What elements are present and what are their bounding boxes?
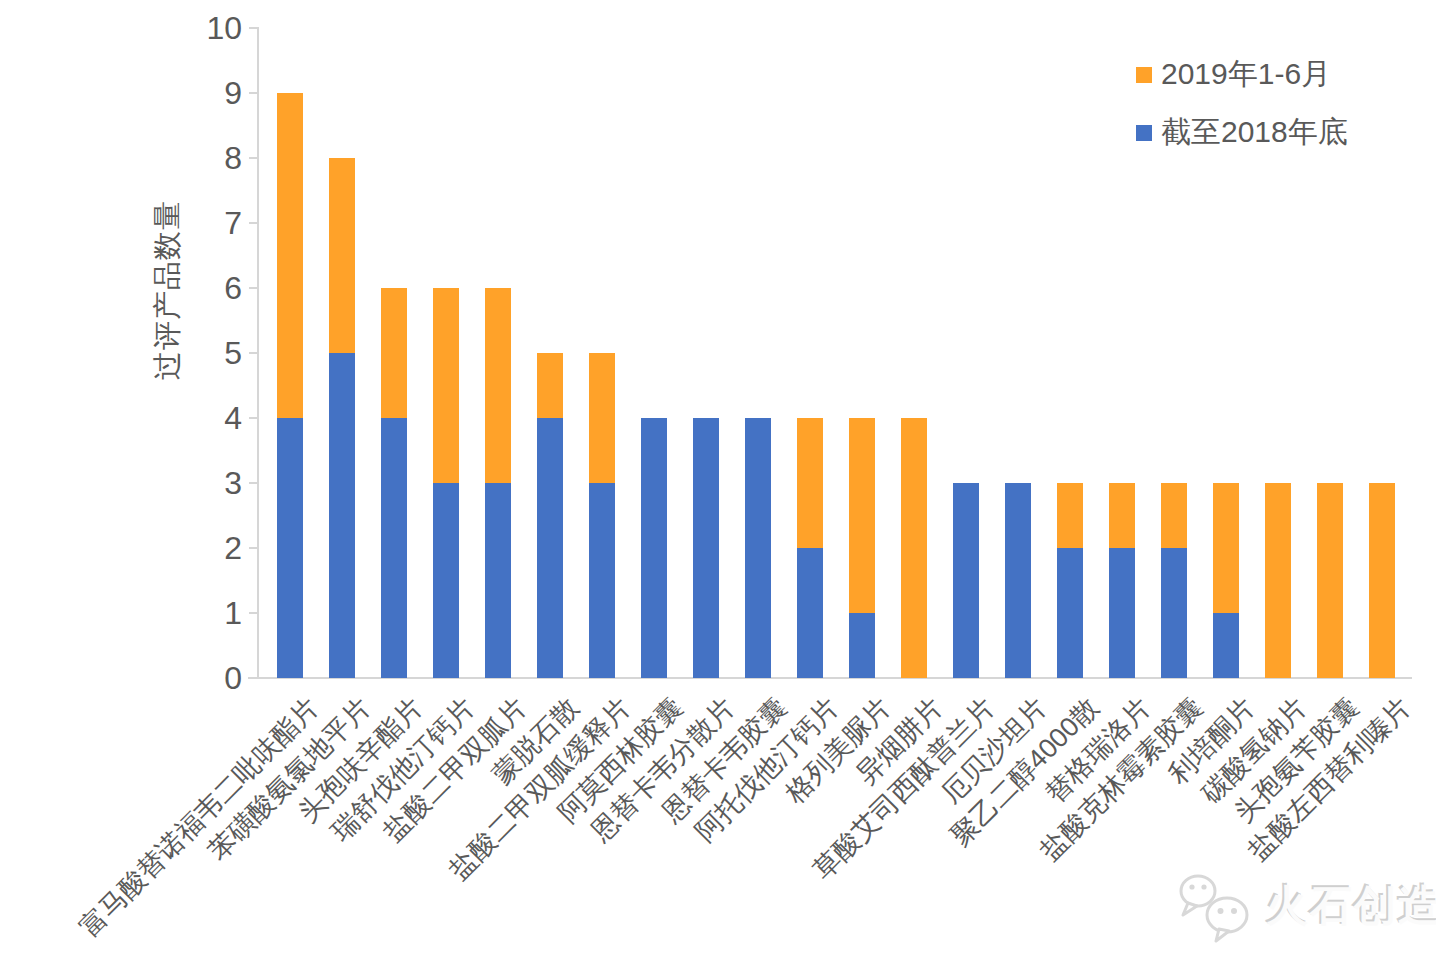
bar-segment-2019 [1317,483,1343,678]
bar-segment-2018 [329,353,355,678]
y-tick-label: 8 [152,139,242,177]
y-tick-label: 2 [152,529,242,567]
y-tick-label: 5 [152,334,242,372]
bar-segment-2018 [1109,548,1135,678]
bar-segment-2019 [1265,483,1291,678]
y-axis-tick [249,612,258,614]
bar-segment-2019 [277,93,303,418]
wechat-icon [1172,868,1258,944]
y-tick-label: 1 [152,594,242,632]
bar-segment-2019 [1161,483,1187,548]
watermark: 火石创造 [1172,868,1436,944]
bar-segment-2019 [537,353,563,418]
legend-label-2019: 2019年1-6月 [1161,54,1331,95]
legend-item-2018: 截至2018年底 [1136,112,1348,153]
x-axis-label: 富马酸替诺福韦二吡呋酯片 [72,690,327,945]
bar-segment-2018 [1005,483,1031,678]
bar-segment-2018 [745,418,771,678]
y-tick-label: 9 [152,74,242,112]
watermark-text: 火石创造 [1266,878,1436,934]
bar-segment-2018 [641,418,667,678]
legend-swatch-2018-icon [1136,125,1152,141]
y-axis-tick [249,482,258,484]
bar-segment-2019 [1369,483,1395,678]
bar-segment-2018 [433,483,459,678]
bar-segment-2019 [589,353,615,483]
bar-segment-2018 [953,483,979,678]
bar-segment-2018 [797,548,823,678]
bar-segment-2019 [433,288,459,483]
bar-segment-2018 [277,418,303,678]
legend-item-2019: 2019年1-6月 [1136,54,1348,95]
y-axis-tick [249,352,258,354]
y-axis-tick [249,677,258,679]
bar-segment-2019 [849,418,875,613]
y-axis-tick [249,92,258,94]
y-axis-tick [249,417,258,419]
y-axis-tick [249,287,258,289]
bar-segment-2018 [1213,613,1239,678]
bar-segment-2018 [537,418,563,678]
bar-segment-2018 [1057,548,1083,678]
bar-segment-2018 [849,613,875,678]
y-tick-label: 3 [152,464,242,502]
legend-label-2018: 截至2018年底 [1161,112,1348,153]
bar-segment-2019 [329,158,355,353]
bar-segment-2019 [901,418,927,678]
y-tick-label: 10 [152,9,242,47]
bar-segment-2019 [1109,483,1135,548]
y-axis-tick [249,222,258,224]
bar-segment-2018 [381,418,407,678]
bar-segment-2018 [693,418,719,678]
bar-segment-2018 [485,483,511,678]
bar-segment-2019 [1057,483,1083,548]
bar-segment-2018 [1161,548,1187,678]
bar-segment-2018 [589,483,615,678]
y-axis-tick [249,547,258,549]
y-tick-label: 6 [152,269,242,307]
y-tick-label: 4 [152,399,242,437]
bar-segment-2019 [485,288,511,483]
stacked-bar-chart: 过评产品数量 012345678910 富马酸替诺福韦二吡呋酯片苯磺酸氨氯地平片… [0,0,1436,972]
legend-swatch-2019-icon [1136,67,1152,83]
bar-segment-2019 [381,288,407,418]
y-tick-label: 7 [152,204,242,242]
bar-segment-2019 [797,418,823,548]
y-tick-label: 0 [152,659,242,697]
y-axis-tick [249,27,258,29]
legend: 2019年1-6月 截至2018年底 [1136,54,1348,153]
bar-segment-2019 [1213,483,1239,613]
y-axis-tick [249,157,258,159]
